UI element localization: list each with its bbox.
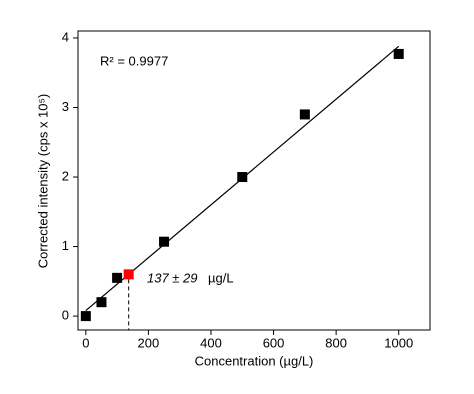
result-value: 137 ± 29 [147, 270, 198, 285]
x-tick-label: 600 [263, 335, 285, 350]
y-tick-label: 2 [62, 168, 69, 183]
y-axis-label: Corrected intensity (cps x 10⁵) [35, 94, 50, 268]
data-point [237, 172, 248, 183]
data-point [112, 272, 123, 283]
x-tick-label: 0 [82, 335, 89, 350]
plot-frame [77, 30, 431, 331]
data-point [159, 236, 170, 247]
data-point [80, 311, 91, 322]
data-point [393, 48, 404, 59]
x-tick-label: 800 [325, 335, 347, 350]
data-point [123, 269, 134, 280]
y-tick-label: 4 [62, 29, 69, 44]
data-point [96, 297, 107, 308]
x-tick-label: 400 [200, 335, 222, 350]
y-tick-label: 0 [62, 308, 69, 323]
x-tick-label: 200 [138, 335, 160, 350]
result-unit: µg/L [208, 270, 234, 285]
data-point [299, 109, 310, 120]
x-axis-label: Concentration (µg/L) [195, 353, 314, 368]
x-tick-label: 1000 [384, 335, 413, 350]
y-tick-label: 1 [62, 238, 69, 253]
r-squared: R² = 0.9977 [100, 53, 168, 68]
y-tick-label: 3 [62, 99, 69, 114]
